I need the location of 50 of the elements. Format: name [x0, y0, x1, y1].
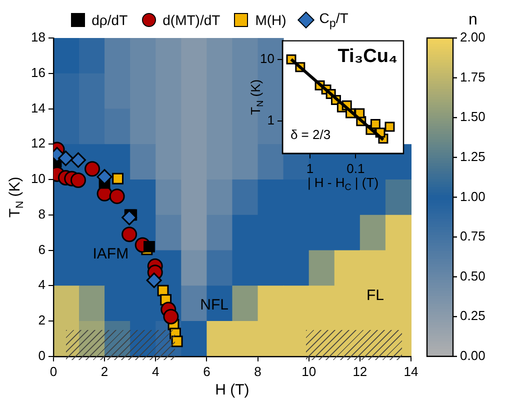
y-tick-label: 12 — [30, 136, 46, 151]
color-bar-title: n — [468, 11, 478, 28]
x-tick-label: 0 — [50, 364, 58, 379]
legend-label: C$_{p}$/T — [319, 10, 348, 30]
y-axis-title: TN (K) — [6, 176, 26, 218]
y-axis-title: TN (K) — [248, 79, 265, 115]
annotation: NFL — [200, 296, 229, 314]
x-tick-label: 2 — [100, 364, 108, 379]
x-tick-label: 4 — [152, 364, 160, 379]
y-tick-label: 14 — [30, 100, 46, 116]
x-tick-label: 0.1 — [346, 160, 365, 176]
annotation: δ = 2/3 — [290, 126, 331, 142]
color-bar-label: 1.50 — [460, 109, 486, 124]
annotation: Ti₃Cu₄ — [338, 46, 398, 68]
y-tick-label: 6 — [38, 242, 46, 257]
color-bar-label: 0.25 — [460, 308, 486, 324]
legend-label: M(H) — [255, 12, 286, 28]
x-tick-label: 12 — [352, 364, 368, 379]
x-axis-title: H (T) — [215, 382, 250, 399]
x-tick-label: 6 — [203, 364, 210, 379]
y-tick-label: 8 — [38, 206, 46, 222]
point — [112, 172, 124, 184]
color-bar-label: 0.75 — [460, 228, 486, 244]
point — [171, 336, 183, 348]
x-tick-label: 8 — [254, 364, 262, 379]
point — [144, 241, 155, 252]
y-tick-label: 4 — [38, 277, 46, 292]
x-tick-label: 10 — [302, 364, 316, 379]
point — [122, 226, 138, 242]
point — [122, 210, 138, 226]
point — [163, 308, 179, 324]
legend-label: dρ/dT — [92, 12, 128, 28]
annotation: IAFM — [92, 246, 129, 263]
point — [96, 169, 112, 185]
color-bar-label: 1.75 — [460, 69, 486, 84]
color-bar-label: 1.25 — [460, 148, 486, 164]
legend-label: d(MT)/dT — [162, 12, 220, 28]
x-tick-label: 14 — [404, 364, 418, 379]
y-tick-label: 10 — [30, 171, 46, 186]
point — [146, 272, 162, 288]
annotation: FL — [366, 287, 384, 304]
color-bar-label: 0.00 — [460, 348, 486, 363]
y-tick-label: 18 — [30, 30, 46, 45]
y-tick-label: 2 — [38, 312, 46, 328]
color-bar-label: 1.00 — [460, 188, 486, 204]
point — [70, 172, 86, 188]
y-tick-label: 16 — [30, 64, 46, 80]
color-bar-label: 2.00 — [460, 30, 486, 45]
y-tick-label: 0 — [38, 348, 46, 363]
color-bar-label: 0.50 — [460, 268, 486, 284]
